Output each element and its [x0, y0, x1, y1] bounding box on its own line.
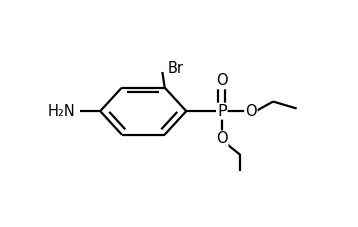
Text: O: O — [216, 73, 228, 88]
Text: O: O — [216, 131, 228, 146]
Text: O: O — [245, 104, 257, 119]
Text: Br: Br — [167, 61, 183, 76]
Text: H₂N: H₂N — [48, 104, 75, 119]
Text: P: P — [217, 104, 227, 119]
